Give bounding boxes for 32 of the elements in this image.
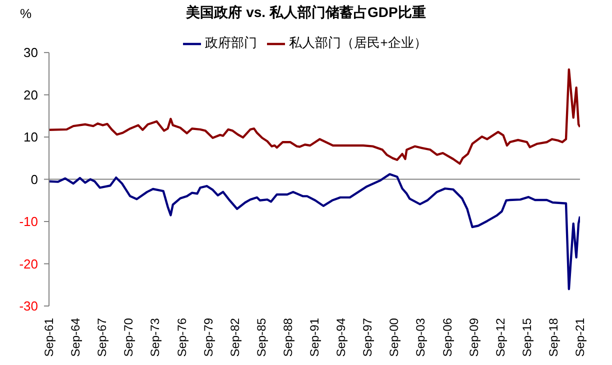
x-tick-label: Sep-00 [387, 318, 402, 357]
y-tick-label: 0 [30, 172, 38, 187]
x-tick-label: Sep-61 [42, 318, 56, 357]
y-axis-title: % [20, 6, 32, 21]
x-tick-label: Sep-64 [68, 318, 83, 357]
y-tick-label: 20 [24, 87, 38, 102]
x-tick-label: Sep-73 [148, 318, 162, 357]
y-tick-label: 30 [24, 45, 38, 60]
x-tick-label: Sep-70 [122, 318, 136, 357]
y-tick-label: -30 [19, 298, 38, 314]
chart-title: 美国政府 vs. 私人部门储蓄占GDP比重 [186, 4, 426, 20]
x-tick-label: Sep-97 [360, 318, 375, 357]
x-tick-label: Sep-21 [573, 318, 587, 357]
x-tick-label: Sep-79 [201, 318, 216, 357]
x-tick-label: Sep-94 [334, 318, 348, 357]
legend-label: 政府部门 [205, 35, 258, 50]
legend-label: 私人部门（居民+企业） [289, 35, 427, 50]
x-tick-label: Sep-82 [228, 318, 242, 357]
x-tick-label: Sep-88 [280, 318, 295, 357]
x-tick-label: Sep-03 [414, 318, 428, 357]
x-tick-label: Sep-85 [254, 318, 268, 357]
x-tick-label: Sep-09 [466, 318, 481, 357]
x-tick-label: Sep-76 [174, 318, 189, 357]
x-tick-label: Sep-06 [440, 318, 454, 357]
x-tick-label: Sep-18 [546, 318, 560, 357]
y-tick-label: -10 [19, 214, 38, 230]
y-tick-label: -20 [19, 256, 38, 272]
x-tick-label: Sep-15 [520, 318, 534, 357]
x-tick-label: Sep-67 [95, 318, 110, 357]
x-tick-label: Sep-91 [308, 318, 322, 357]
x-tick-label: Sep-12 [493, 318, 508, 357]
y-tick-label: 10 [24, 130, 38, 145]
